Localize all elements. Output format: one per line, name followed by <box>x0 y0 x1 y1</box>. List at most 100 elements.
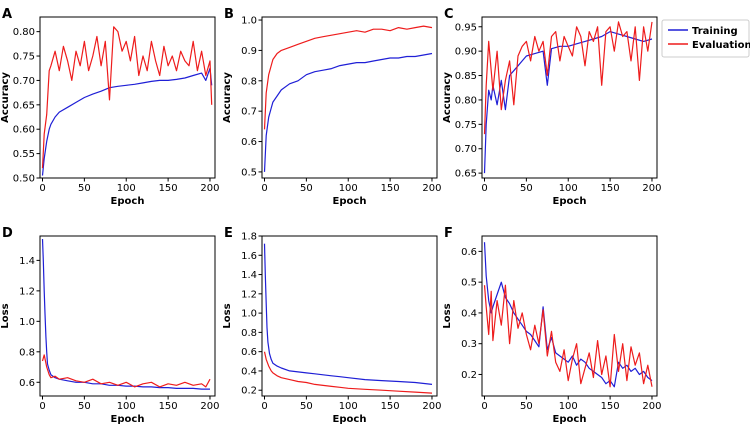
x-tick-label-c: 150 <box>601 183 620 194</box>
panels: A0 50 100 150 2000.500.550.600.650.700.750.8… <box>0 7 662 425</box>
x-tick-label-c: 200 <box>642 183 661 194</box>
series-line-training-e <box>263 243 433 385</box>
plot-frame-c <box>481 16 658 179</box>
x-tick-label-a: 150 <box>159 183 178 194</box>
y-tick-label-f: 0.6 <box>461 247 477 258</box>
panel-f: F 0 50 100 150 200 0.2 0.3 0.4 0.5 0.6 Epoch Loss <box>442 226 662 425</box>
legend: Training Evaluation <box>661 19 750 58</box>
x-tick-label-b: 0 <box>261 183 267 194</box>
x-tick-label-a: 200 <box>200 183 219 194</box>
series-line-training-c <box>483 31 653 174</box>
y-tick-label-c: 0.70 <box>455 144 477 155</box>
y-tick-label-c: 0.95 <box>455 22 477 33</box>
x-tick-label-d: 200 <box>200 401 219 412</box>
y-tick-label-a: 0.50 <box>13 174 35 185</box>
y-tick-label-a: 0.60 <box>13 125 35 136</box>
series-line-evaluation-a <box>41 26 213 169</box>
x-tick-label-e: 200 <box>422 401 441 412</box>
panel-letter-e: E <box>224 226 233 241</box>
series-line-evaluation-c <box>483 21 653 135</box>
plot-frame-e <box>261 235 438 397</box>
x-tick-label-a: 100 <box>117 183 136 194</box>
y-axis-label-b: Accuracy <box>222 72 233 123</box>
y-axis-label-e: Loss <box>222 303 233 328</box>
series-line-evaluation-f <box>483 284 653 388</box>
x-tick-label-c: 100 <box>559 183 578 194</box>
x-tick-label-e: 150 <box>381 401 400 412</box>
x-tick-label-a: 0 <box>39 183 45 194</box>
panel-letter-b: B <box>224 7 234 22</box>
x-tick-label-e: 100 <box>339 401 358 412</box>
y-axis-label-a: Accuracy <box>0 72 11 123</box>
y-tick-label-b: 1.0 <box>241 16 257 27</box>
x-axis-label-d: Epoch <box>111 414 145 425</box>
y-tick-label-e: 0.6 <box>241 347 257 358</box>
y-tick-label-e: 0.8 <box>241 328 257 339</box>
y-tick-label-b: 0.8 <box>241 76 257 87</box>
y-tick-label-c: 0.75 <box>455 120 477 131</box>
panel-d: D 0 50 100 150 200 0.6 0.8 1.0 1.2 1.4 Epoch Loss <box>0 226 220 425</box>
y-tick-label-c: 0.90 <box>455 47 477 58</box>
y-tick-label-e: 0.2 <box>241 386 257 397</box>
x-axis-label-c: Epoch <box>553 196 587 207</box>
y-tick-label-d: 1.2 <box>19 286 35 297</box>
x-tick-label-f: 100 <box>559 401 578 412</box>
y-tick-label-e: 1.0 <box>241 309 257 320</box>
y-tick-label-b: 0.6 <box>241 137 257 148</box>
x-tick-label-b: 150 <box>381 183 400 194</box>
y-tick-label-a: 0.55 <box>13 149 35 160</box>
series-line-evaluation-b <box>263 25 433 130</box>
x-tick-label-a: 50 <box>78 183 91 194</box>
x-tick-label-f: 0 <box>481 401 487 412</box>
series-line-evaluation-d <box>41 354 211 388</box>
x-tick-label-c: 0 <box>481 183 487 194</box>
y-tick-label-f: 0.5 <box>461 278 477 289</box>
y-tick-label-f: 0.3 <box>461 339 477 350</box>
y-tick-label-f: 0.2 <box>461 370 477 381</box>
y-tick-label-c: 0.65 <box>455 169 477 180</box>
panel-c: C 0 50 100 150 200 0.65 0.70 0.75 0.80 0.85 0.90 0.9… <box>442 7 662 207</box>
x-tick-label-b: 200 <box>422 183 441 194</box>
x-tick-label-c: 50 <box>520 183 533 194</box>
panel-letter-a: A <box>2 7 12 22</box>
y-tick-label-e: 1.4 <box>241 270 257 281</box>
x-axis-label-e: Epoch <box>333 414 367 425</box>
x-axis-label-f: Epoch <box>553 414 587 425</box>
y-tick-label-b: 0.5 <box>241 167 257 178</box>
x-axis-label-b: Epoch <box>333 196 367 207</box>
x-tick-label-e: 0 <box>261 401 267 412</box>
series-line-training-d <box>41 238 210 390</box>
y-tick-label-e: 1.2 <box>241 289 257 300</box>
series-line-training-a <box>41 67 213 176</box>
y-axis-label-f: Loss <box>442 303 453 328</box>
x-tick-label-b: 100 <box>339 183 358 194</box>
x-tick-label-d: 100 <box>117 401 136 412</box>
plot-frame-b <box>261 16 438 179</box>
y-tick-label-a: 0.80 <box>13 27 35 38</box>
plot-frame-d <box>39 235 216 397</box>
x-tick-label-d: 50 <box>78 401 91 412</box>
x-tick-label-d: 150 <box>159 401 178 412</box>
x-tick-label-e: 50 <box>300 401 313 412</box>
x-tick-label-b: 50 <box>300 183 313 194</box>
legend-evaluation-label: Evaluation <box>692 40 750 51</box>
plot-frame-f <box>481 235 658 397</box>
panel-a: A 0 50 100 150 200 0.50 0.55 0.60 0.65 0.70 0.75 0.8… <box>0 7 220 207</box>
x-tick-label-d: 0 <box>39 401 45 412</box>
y-tick-label-e: 1.8 <box>241 232 257 243</box>
y-tick-label-d: 1.4 <box>19 256 35 267</box>
y-tick-label-a: 0.70 <box>13 76 35 87</box>
x-tick-label-f: 50 <box>520 401 533 412</box>
y-tick-label-a: 0.65 <box>13 100 35 111</box>
series-line-training-f <box>483 242 653 388</box>
y-tick-label-d: 1.0 <box>19 317 35 328</box>
plot-frame-a <box>39 16 216 179</box>
y-tick-label-b: 0.7 <box>241 107 257 118</box>
y-axis-label-c: Accuracy <box>442 72 453 123</box>
y-tick-label-e: 0.4 <box>241 366 257 377</box>
y-axis-label-d: Loss <box>0 303 11 328</box>
series-line-evaluation-e <box>263 351 433 394</box>
y-tick-label-f: 0.4 <box>461 308 477 319</box>
x-tick-label-f: 150 <box>601 401 620 412</box>
